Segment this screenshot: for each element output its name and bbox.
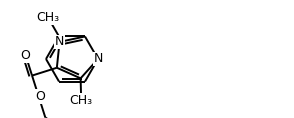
- Text: N: N: [93, 53, 103, 65]
- Text: CH₃: CH₃: [36, 11, 60, 24]
- Text: O: O: [35, 90, 45, 103]
- Text: N: N: [55, 35, 64, 48]
- Text: O: O: [21, 49, 30, 62]
- Text: CH₃: CH₃: [70, 94, 93, 107]
